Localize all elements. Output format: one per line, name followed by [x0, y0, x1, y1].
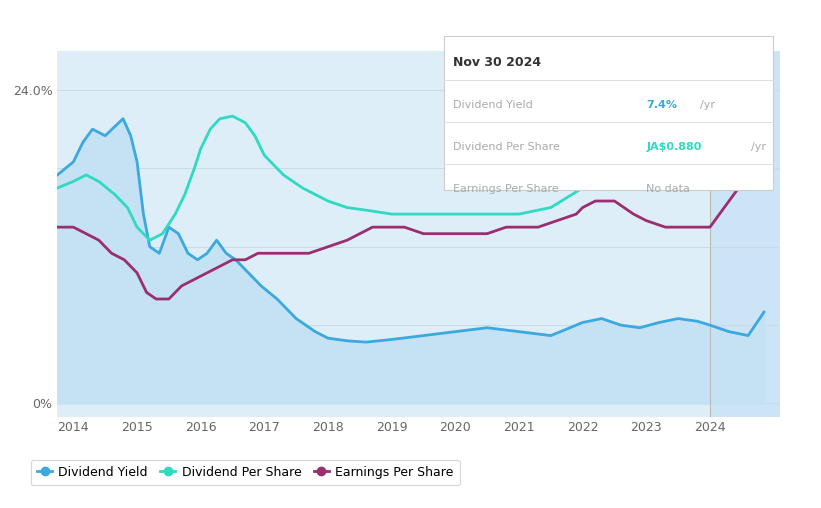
Text: JA$0.880: JA$0.880 — [646, 142, 702, 152]
Legend: Dividend Yield, Dividend Per Share, Earnings Per Share: Dividend Yield, Dividend Per Share, Earn… — [31, 460, 460, 485]
Text: /yr: /yr — [751, 142, 766, 152]
Bar — [710, 51, 780, 417]
Text: Dividend Per Share: Dividend Per Share — [452, 142, 560, 152]
FancyBboxPatch shape — [444, 36, 773, 190]
Text: /yr: /yr — [700, 100, 715, 110]
Text: No data: No data — [646, 184, 690, 194]
Text: 7.4%: 7.4% — [646, 100, 677, 110]
Text: Nov 30 2024: Nov 30 2024 — [452, 56, 541, 69]
Text: Dividend Yield: Dividend Yield — [452, 100, 532, 110]
Text: Past: Past — [715, 67, 738, 77]
Text: Earnings Per Share: Earnings Per Share — [452, 184, 558, 194]
